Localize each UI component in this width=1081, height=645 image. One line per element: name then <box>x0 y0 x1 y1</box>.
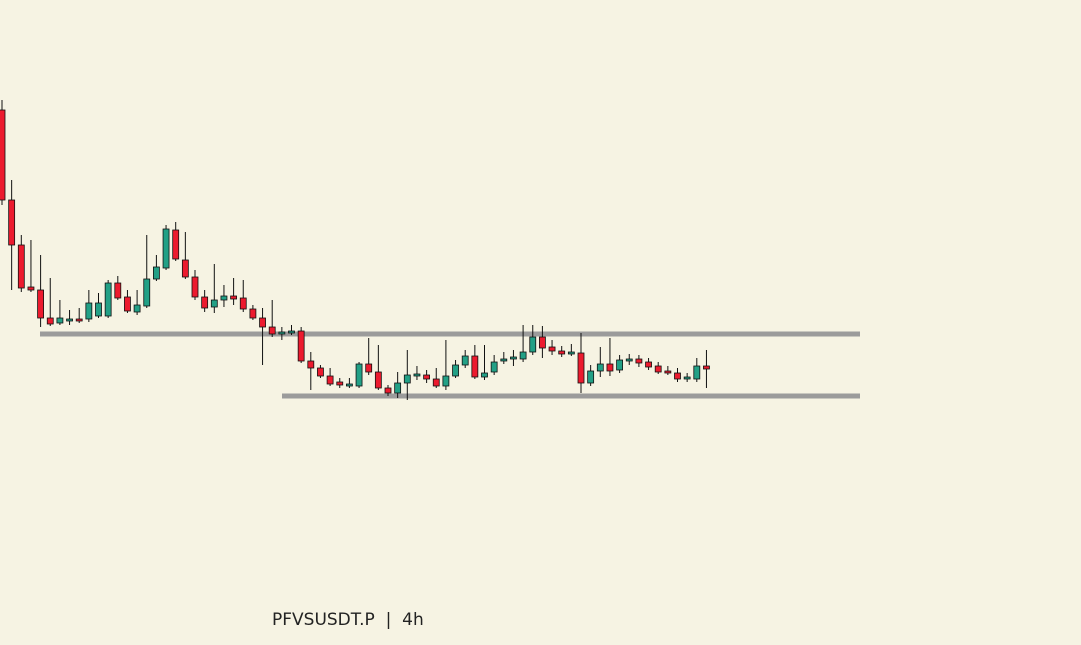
candle-body <box>239 297 247 310</box>
candle-body <box>510 356 517 360</box>
candle-body <box>635 358 643 364</box>
candle-body <box>674 372 681 380</box>
candle-body <box>201 296 209 309</box>
candle-body <box>278 331 286 335</box>
candle-body <box>172 229 180 260</box>
candle-body <box>606 363 614 372</box>
candle-body <box>481 372 488 378</box>
candle-body <box>37 289 44 319</box>
candle-body <box>471 355 479 378</box>
candle-body <box>8 199 16 246</box>
candle-body <box>268 326 276 335</box>
candle-body <box>703 365 710 370</box>
candle-body <box>66 318 73 322</box>
candle-body <box>461 355 469 366</box>
candle-body <box>181 259 189 278</box>
candle-body <box>152 266 160 280</box>
candle-body <box>46 317 54 325</box>
candle-body <box>616 359 623 371</box>
candle-body <box>288 330 295 334</box>
candle-body <box>442 375 450 387</box>
candle-body <box>394 382 402 394</box>
candle-body <box>104 282 112 317</box>
candle-body <box>297 330 305 362</box>
candle-body <box>693 365 701 380</box>
candle-body <box>143 278 151 307</box>
candle-body <box>365 363 373 373</box>
chart-title: PFVSUSDT.P | 4h <box>272 610 424 630</box>
candle-body <box>17 244 25 289</box>
candle-body <box>625 358 633 362</box>
candle-body <box>519 351 527 360</box>
candle-body <box>191 276 199 298</box>
candle-body <box>326 375 334 385</box>
candle-body <box>596 363 604 372</box>
candle-body <box>307 360 315 369</box>
candle-body <box>500 358 508 362</box>
candle-body <box>336 381 344 386</box>
candle-body <box>539 336 546 349</box>
candle-body <box>432 378 440 387</box>
candle-body <box>577 352 585 384</box>
candle-body <box>529 336 537 353</box>
candle-body <box>558 350 566 355</box>
candle-body <box>587 370 595 384</box>
candle-body <box>95 302 102 317</box>
candle-body <box>75 318 83 322</box>
candle-body <box>317 367 324 377</box>
candle-body <box>210 299 218 308</box>
candle-body <box>220 295 228 301</box>
candle-body <box>124 296 131 312</box>
candle-body <box>345 383 353 387</box>
candle-body <box>85 302 93 320</box>
candle-body <box>114 282 122 299</box>
candle-body <box>413 373 421 377</box>
candle-body <box>452 364 459 377</box>
candle-body <box>374 371 382 389</box>
candle-body <box>259 317 266 328</box>
candle-body <box>230 295 238 300</box>
candle-body <box>654 365 662 373</box>
candle-body <box>384 387 392 394</box>
candle-body <box>645 361 652 368</box>
candles <box>0 100 710 400</box>
candle-body <box>664 370 672 374</box>
candle-body <box>27 286 35 291</box>
candle-body <box>56 317 64 324</box>
candle-body <box>548 346 556 352</box>
candle-body <box>355 363 363 387</box>
candle-body <box>423 374 431 380</box>
candle-body <box>567 351 575 355</box>
candle-body <box>162 228 170 269</box>
levels <box>40 331 860 399</box>
candle-body <box>0 109 6 201</box>
candle-body <box>683 376 691 380</box>
candle-body <box>490 361 498 373</box>
candle-body <box>403 374 411 384</box>
candle-body <box>249 308 257 319</box>
candle-body <box>133 304 141 313</box>
